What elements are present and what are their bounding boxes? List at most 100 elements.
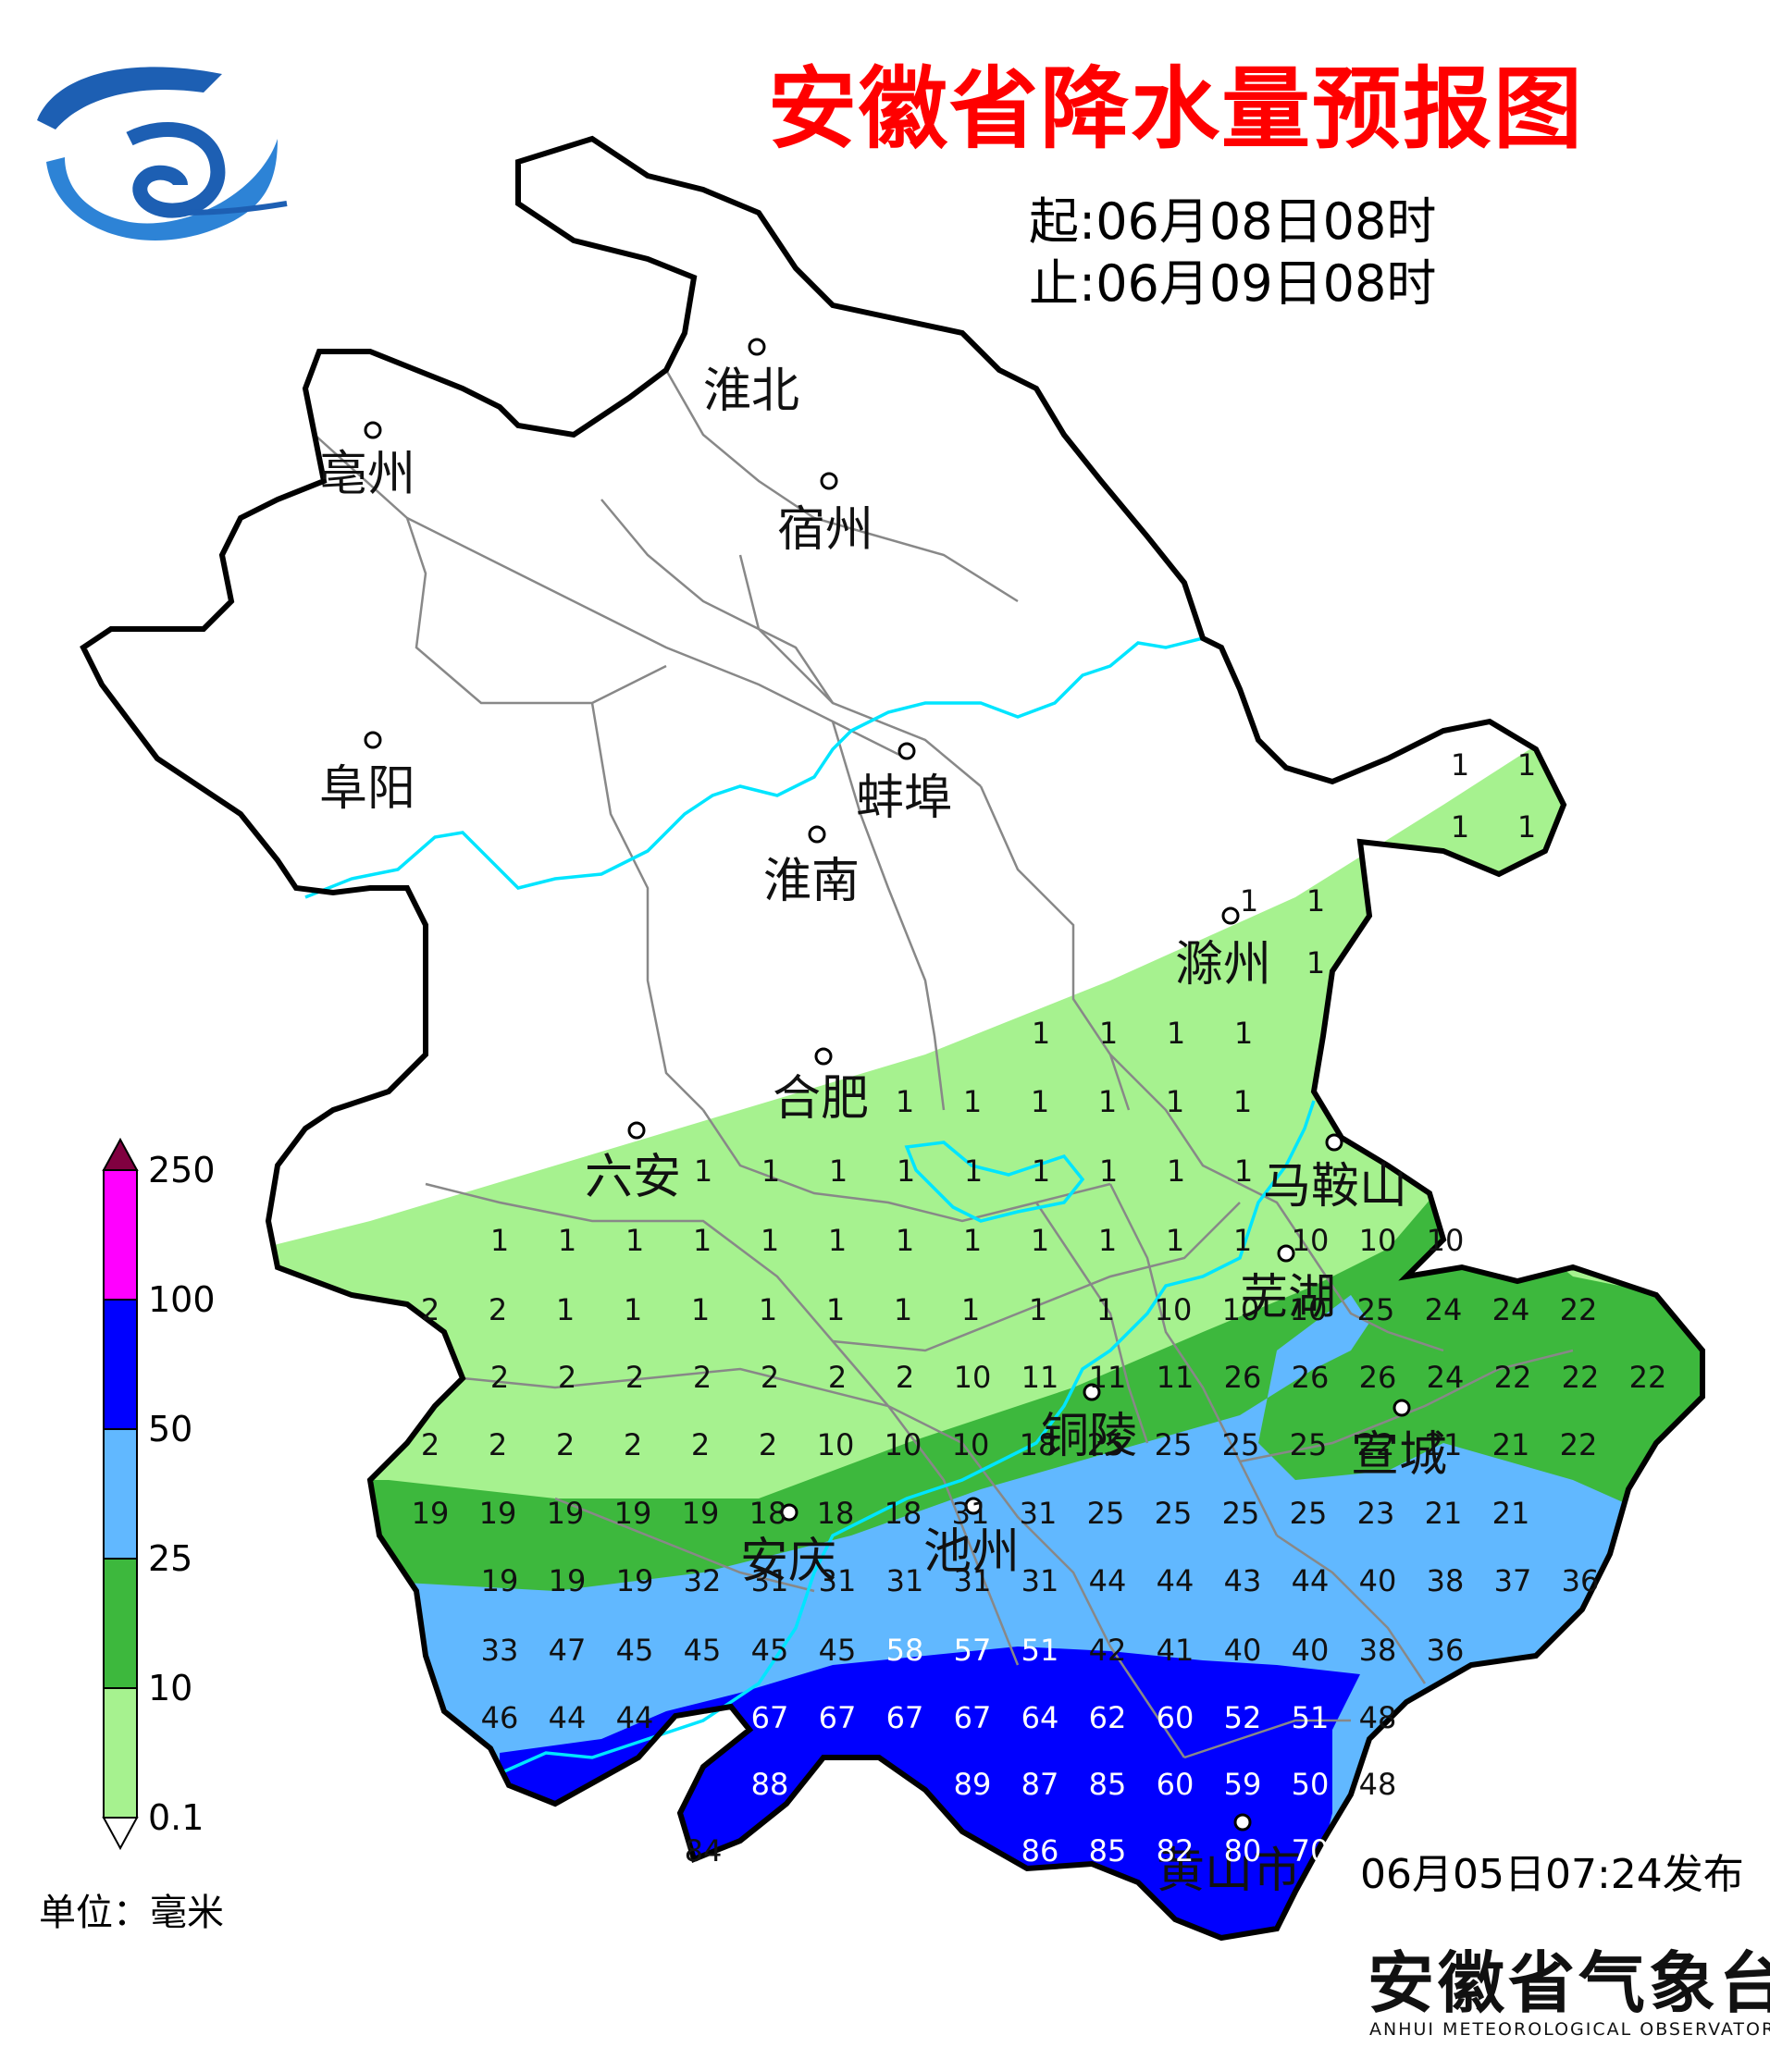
grid-value: 85 — [1089, 1833, 1127, 1868]
grid-value: 1 — [829, 1153, 848, 1189]
grid-value: 1 — [1096, 1292, 1115, 1327]
grid-value: 1 — [1032, 1016, 1050, 1051]
city-marker — [364, 731, 382, 749]
grid-value: 1 — [1167, 1153, 1185, 1189]
grid-value: 2 — [421, 1427, 439, 1462]
grid-value: 25 — [1222, 1496, 1260, 1531]
grid-value: 88 — [819, 1767, 857, 1802]
grid-value: 52 — [1224, 1700, 1262, 1735]
map-title: 安徽省降水量预报图 — [768, 57, 1584, 161]
grid-values-layer: 1 11 11 111 1 1 11 1 1 1 1 11 1 1 1 1 1 1 1 11 1 1 1 1 1 1 1 1 1 1 1 10… — [412, 747, 1667, 1868]
grid-value: 67 — [954, 1700, 992, 1735]
grid-value: 45 — [751, 1633, 789, 1668]
grid-value: 31 — [954, 1563, 992, 1598]
grid-value: 1 — [1306, 883, 1325, 919]
grid-value: 2 — [489, 1427, 507, 1462]
city-label: 六安 — [585, 1150, 681, 1205]
grid-value: 1 — [1098, 1223, 1117, 1258]
grid-value: 2 — [759, 1427, 777, 1462]
legend-swatch-250 — [103, 1169, 138, 1301]
grid-value: 44 — [549, 1700, 587, 1735]
grid-value: 22 — [1560, 1427, 1598, 1462]
grid-value: 19 — [479, 1496, 517, 1531]
city-marker — [780, 1503, 798, 1522]
legend-swatch-10 — [103, 1687, 138, 1819]
grid-value: 1 — [693, 1223, 712, 1258]
grid-value: 2 — [558, 1360, 576, 1395]
city-label: 淮北 — [703, 364, 799, 419]
legend-bottom-arrow — [102, 1817, 139, 1851]
grid-value: 1 — [1032, 1153, 1050, 1189]
grid-value: 48 — [1359, 1767, 1397, 1802]
grid-value: 1 — [761, 1153, 780, 1189]
grid-value: 45 — [684, 1633, 722, 1668]
grid-value: 70 — [1292, 1833, 1330, 1868]
grid-value: 86 — [1021, 1833, 1059, 1868]
grid-value: 25 — [1087, 1496, 1125, 1531]
grid-value: 19 — [412, 1496, 450, 1531]
grid-value: 1 — [1029, 1292, 1047, 1327]
grid-value: 1 — [963, 1084, 982, 1119]
grid-value: 1 — [1451, 747, 1469, 783]
grid-value: 1 — [1166, 1223, 1184, 1258]
grid-value: 10 — [1155, 1292, 1193, 1327]
unit-label: 单位：毫米 — [39, 1892, 224, 1934]
grid-value: 62 — [1089, 1700, 1127, 1735]
grid-value: 25 — [1087, 1427, 1125, 1462]
grid-value: 57 — [954, 1633, 992, 1668]
grid-value: 24 — [1425, 1292, 1463, 1327]
grid-value: 11 — [1021, 1360, 1059, 1395]
city-marker — [627, 1121, 646, 1140]
legend-tick-100: 100 — [148, 1279, 216, 1320]
legend-swatch-50 — [103, 1428, 138, 1560]
grid-value: 38 — [1427, 1563, 1465, 1598]
grid-value: 1 — [1517, 747, 1536, 783]
city-label: 宣城 — [1351, 1427, 1447, 1483]
city-label: 淮南 — [763, 854, 860, 909]
grid-value: 25 — [1155, 1427, 1193, 1462]
city-label: 黄山市 — [1157, 1844, 1301, 1899]
grid-value: 22 — [1357, 1427, 1395, 1462]
grid-value: 1 — [694, 1153, 712, 1189]
chaohu-lake — [904, 1141, 1085, 1223]
grid-value: 10 — [817, 1427, 855, 1462]
grid-value: 2 — [693, 1360, 712, 1395]
grid-value: 1 — [826, 1292, 845, 1327]
grid-value: 21 — [1492, 1496, 1530, 1531]
grid-value: 1 — [1099, 1016, 1118, 1051]
grid-value: 51 — [1292, 1700, 1330, 1735]
grid-value: 31 — [886, 1563, 924, 1598]
grid-value: 50 — [1292, 1767, 1330, 1802]
grid-value: 1 — [1240, 883, 1258, 919]
grid-value: 1 — [625, 1223, 644, 1258]
grid-value: 59 — [1224, 1767, 1262, 1802]
grid-value: 10 — [952, 1427, 990, 1462]
grid-value: 31 — [819, 1563, 857, 1598]
grid-value: 58 — [886, 1633, 924, 1668]
grid-value: 2 — [556, 1427, 575, 1462]
grid-value: 46 — [481, 1700, 519, 1735]
grid-value: 1 — [961, 1292, 980, 1327]
grid-value: 40 — [1359, 1563, 1397, 1598]
grid-value: 60 — [1157, 1767, 1194, 1802]
grid-value: 1 — [1031, 1223, 1049, 1258]
city-label: 合肥 — [773, 1071, 869, 1127]
grid-value: 10 — [1292, 1223, 1330, 1258]
city-marker — [1392, 1399, 1411, 1417]
grid-value: 44 — [1292, 1563, 1330, 1598]
grid-value: 19 — [616, 1563, 654, 1598]
grid-value: 31 — [1021, 1563, 1059, 1598]
grid-value: 10 — [1222, 1292, 1260, 1327]
grid-value: 45 — [819, 1633, 857, 1668]
legend-top-arrow — [102, 1137, 139, 1171]
period-start: 起:06月08日08时 — [1029, 192, 1437, 251]
grid-value: 23 — [1357, 1496, 1395, 1531]
grid-value: 44 — [616, 1700, 654, 1735]
grid-value: 1 — [963, 1223, 982, 1258]
grid-value: 31 — [751, 1563, 789, 1598]
grid-value: 80 — [1224, 1833, 1262, 1868]
grid-value: 1 — [558, 1223, 576, 1258]
legend-tick-50: 50 — [148, 1409, 193, 1449]
grid-value: 21 — [1425, 1427, 1463, 1462]
city-marker — [897, 742, 916, 760]
